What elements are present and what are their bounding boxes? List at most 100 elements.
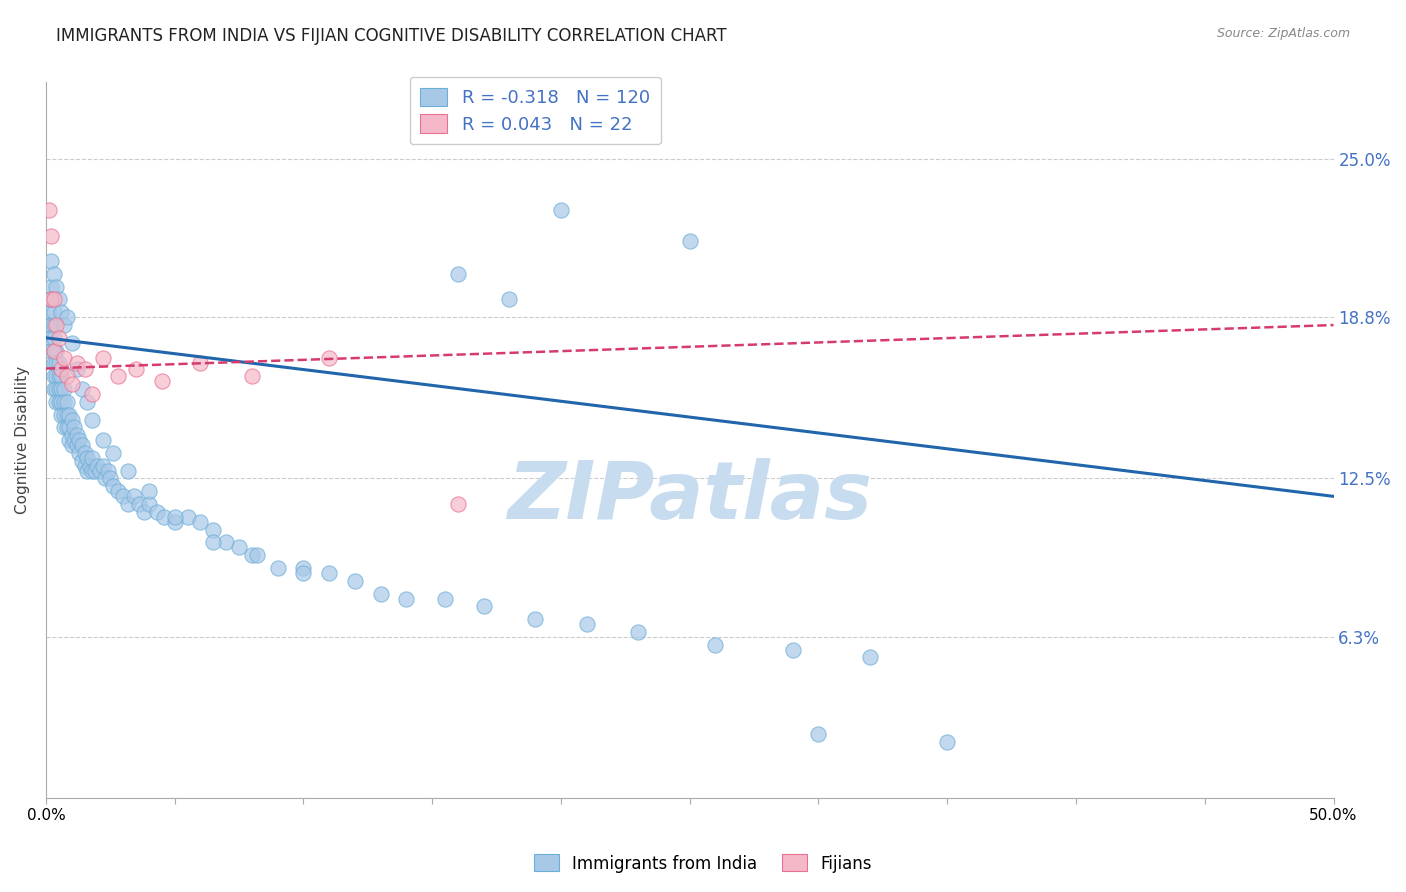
Point <box>60 376 83 391</box>
Point <box>55 310 77 325</box>
Point <box>55 394 77 409</box>
Point <box>53 318 76 332</box>
Point <box>45 279 67 293</box>
Point <box>101 446 124 460</box>
Point <box>63 420 86 434</box>
Point <box>318 566 340 580</box>
Point <box>83 464 105 478</box>
Legend: Immigrants from India, Fijians: Immigrants from India, Fijians <box>527 847 879 880</box>
Point <box>447 267 470 281</box>
Point <box>38 305 60 319</box>
Point <box>125 361 148 376</box>
Point <box>39 228 62 243</box>
Point <box>66 361 89 376</box>
Point <box>76 450 98 465</box>
Point <box>70 438 93 452</box>
Y-axis label: Cognitive Disability: Cognitive Disability <box>15 366 30 514</box>
Point <box>39 293 62 307</box>
Point <box>190 515 212 529</box>
Point <box>45 369 67 384</box>
Point <box>246 548 269 562</box>
Point <box>91 433 114 447</box>
Point <box>292 561 315 575</box>
Point <box>38 318 60 332</box>
Point <box>48 382 70 396</box>
Point <box>48 331 70 345</box>
Point <box>138 484 160 499</box>
Point <box>55 369 77 384</box>
Point <box>69 433 91 447</box>
Point <box>53 394 76 409</box>
Point <box>73 361 96 376</box>
Point <box>63 433 86 447</box>
Point <box>122 489 145 503</box>
Point <box>39 318 62 332</box>
Point <box>89 464 111 478</box>
Point <box>240 548 263 562</box>
Point <box>101 479 124 493</box>
Point <box>395 591 418 606</box>
Point <box>39 331 62 345</box>
Point <box>98 471 121 485</box>
Point <box>53 351 76 366</box>
Point <box>202 535 225 549</box>
Point <box>58 408 80 422</box>
Point <box>73 446 96 460</box>
Point <box>42 343 65 358</box>
Point <box>215 535 238 549</box>
Point <box>39 254 62 268</box>
Point <box>679 234 702 248</box>
Point <box>48 356 70 370</box>
Point <box>70 382 93 396</box>
Point <box>112 489 135 503</box>
Point <box>107 369 129 384</box>
Point <box>202 523 225 537</box>
Point <box>48 293 70 307</box>
Point <box>39 343 62 358</box>
Point <box>627 624 650 639</box>
Point <box>42 343 65 358</box>
Point <box>60 438 83 452</box>
Point <box>97 464 120 478</box>
Point <box>370 586 392 600</box>
Point <box>94 471 117 485</box>
Point <box>76 394 98 409</box>
Point <box>58 420 80 434</box>
Point <box>82 450 104 465</box>
Point <box>240 369 263 384</box>
Point <box>190 356 212 370</box>
Text: Source: ZipAtlas.com: Source: ZipAtlas.com <box>1216 27 1350 40</box>
Text: ZIPatlas: ZIPatlas <box>508 458 872 536</box>
Point <box>53 420 76 434</box>
Point <box>42 331 65 345</box>
Point <box>42 382 65 396</box>
Point <box>60 412 83 426</box>
Point <box>91 458 114 473</box>
Point <box>176 509 198 524</box>
Point <box>117 464 139 478</box>
Point <box>55 408 77 422</box>
Point <box>42 293 65 307</box>
Point <box>48 369 70 384</box>
Point <box>51 408 73 422</box>
Point <box>42 356 65 370</box>
Point <box>107 484 129 499</box>
Point <box>48 394 70 409</box>
Point <box>42 318 65 332</box>
Point <box>51 361 73 376</box>
Point <box>550 202 572 217</box>
Point <box>117 497 139 511</box>
Point <box>51 382 73 396</box>
Point <box>38 202 60 217</box>
Point <box>859 650 882 665</box>
Point <box>936 735 959 749</box>
Point <box>145 505 167 519</box>
Point <box>343 574 366 588</box>
Point <box>575 617 598 632</box>
Point <box>66 356 89 370</box>
Point <box>498 293 520 307</box>
Point <box>73 458 96 473</box>
Legend: R = -0.318   N = 120, R = 0.043   N = 22: R = -0.318 N = 120, R = 0.043 N = 22 <box>409 77 661 145</box>
Point <box>42 267 65 281</box>
Point <box>45 394 67 409</box>
